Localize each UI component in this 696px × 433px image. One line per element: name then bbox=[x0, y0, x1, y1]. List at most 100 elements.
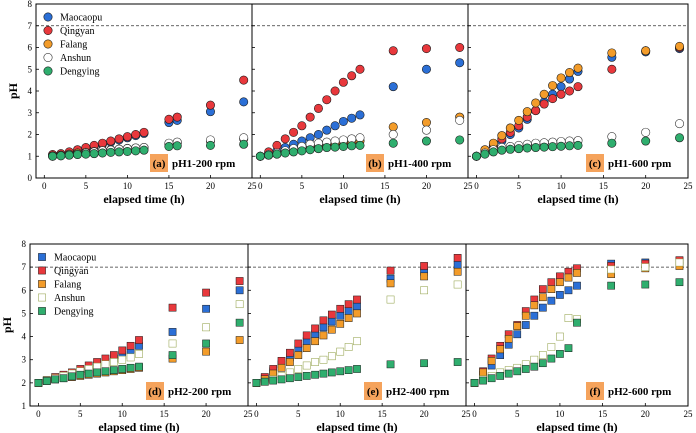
panel-badge bbox=[366, 154, 384, 172]
data-point bbox=[84, 369, 93, 378]
data-point bbox=[235, 336, 244, 344]
x-tick-label: 5 bbox=[300, 181, 305, 191]
data-point bbox=[252, 379, 261, 387]
data-point bbox=[530, 362, 539, 371]
data-point bbox=[202, 288, 210, 297]
x-tick-label: 15 bbox=[599, 181, 609, 191]
legend: Maocaopu Qingyan Falang Anshun Dengying bbox=[43, 13, 102, 78]
data-point bbox=[168, 328, 177, 336]
data-point bbox=[235, 318, 244, 327]
data-point bbox=[294, 339, 303, 348]
data-point bbox=[277, 375, 286, 384]
data-point bbox=[311, 337, 319, 346]
data-point bbox=[286, 348, 294, 357]
data-point bbox=[327, 325, 336, 334]
data-point bbox=[547, 296, 556, 305]
data-point bbox=[135, 350, 143, 358]
y-tick-label: 1 bbox=[22, 401, 27, 411]
data-point bbox=[327, 352, 336, 361]
data-point bbox=[202, 339, 210, 348]
series-qingyan bbox=[255, 42, 465, 161]
data-point bbox=[109, 366, 118, 374]
x-tick-label: 10 bbox=[557, 181, 567, 191]
data-point bbox=[497, 131, 507, 141]
x-tick-label: 5 bbox=[517, 181, 522, 191]
data-point bbox=[453, 260, 462, 269]
data-point bbox=[168, 351, 177, 359]
x-tick-label: 25 bbox=[462, 409, 472, 419]
panel-badge bbox=[586, 154, 604, 172]
data-point bbox=[313, 144, 323, 154]
data-point bbox=[135, 362, 143, 371]
data-point bbox=[496, 372, 505, 380]
data-point bbox=[539, 89, 549, 99]
data-point bbox=[235, 300, 244, 309]
x-tick-label: 10 bbox=[339, 181, 349, 191]
x-axis-label: elapsed time (h) bbox=[537, 192, 618, 206]
data-point bbox=[530, 355, 539, 364]
data-point bbox=[305, 112, 315, 122]
data-point bbox=[421, 64, 431, 74]
x-tick-label: 20 bbox=[641, 181, 651, 191]
data-point bbox=[530, 301, 539, 310]
data-point bbox=[327, 310, 336, 319]
data-point bbox=[101, 360, 110, 369]
data-point bbox=[421, 125, 431, 135]
data-point bbox=[641, 127, 651, 137]
x-tick-label: 0 bbox=[42, 181, 47, 191]
legend-marker bbox=[38, 280, 46, 288]
data-point bbox=[522, 107, 532, 117]
panel-title: pH1-400 rpm bbox=[388, 158, 451, 170]
data-point bbox=[322, 143, 332, 153]
y-tick-label: 7 bbox=[22, 262, 27, 272]
data-point bbox=[277, 357, 286, 365]
data-point bbox=[573, 82, 583, 92]
legend-marker bbox=[38, 307, 46, 315]
series-dengying bbox=[34, 318, 244, 387]
data-point bbox=[353, 309, 361, 318]
x-tick-label: 0 bbox=[258, 181, 263, 191]
y-tick-label: 6 bbox=[22, 285, 27, 295]
data-point bbox=[294, 373, 303, 381]
data-point bbox=[64, 150, 74, 160]
data-point bbox=[289, 127, 299, 137]
data-point bbox=[388, 122, 398, 132]
legend-entry: Qingyan bbox=[60, 26, 94, 37]
data-point bbox=[421, 118, 431, 128]
x-tick-label: 10 bbox=[555, 409, 565, 419]
data-point bbox=[453, 267, 462, 276]
legend-entry: Maocaopu bbox=[54, 253, 96, 264]
data-point bbox=[607, 281, 616, 290]
y-tick-label: 5 bbox=[28, 64, 33, 74]
data-point bbox=[286, 358, 294, 366]
data-point bbox=[114, 147, 124, 157]
x-tick-label: 20 bbox=[202, 409, 212, 419]
panel-badge-label: (d) bbox=[148, 386, 162, 398]
data-point bbox=[344, 307, 353, 315]
panel-a: 0 5 10 15 20 25 0 1 2 3 4 5 6 7 8 elapsed time (h) pH (a)… bbox=[6, 0, 257, 206]
data-point bbox=[479, 368, 487, 377]
data-point bbox=[302, 372, 311, 380]
data-point bbox=[42, 377, 51, 385]
data-point bbox=[531, 106, 541, 116]
legend-entry: Falang bbox=[54, 280, 81, 291]
data-point bbox=[355, 64, 365, 74]
data-point bbox=[675, 119, 685, 129]
legend-entry: Dengying bbox=[54, 307, 93, 318]
x-tick-label: 15 bbox=[160, 409, 170, 419]
panel-badge bbox=[586, 382, 604, 400]
data-point bbox=[126, 353, 135, 362]
data-point bbox=[118, 355, 127, 364]
data-point bbox=[487, 357, 496, 365]
data-point bbox=[547, 278, 556, 287]
data-point bbox=[235, 286, 244, 295]
data-point bbox=[347, 141, 357, 151]
data-point bbox=[51, 375, 60, 384]
panel-title: pH2-400 rpm bbox=[386, 386, 449, 398]
data-point bbox=[338, 141, 348, 151]
data-point bbox=[675, 278, 684, 287]
data-point bbox=[556, 332, 564, 341]
data-point bbox=[280, 134, 290, 144]
data-point bbox=[344, 314, 353, 322]
